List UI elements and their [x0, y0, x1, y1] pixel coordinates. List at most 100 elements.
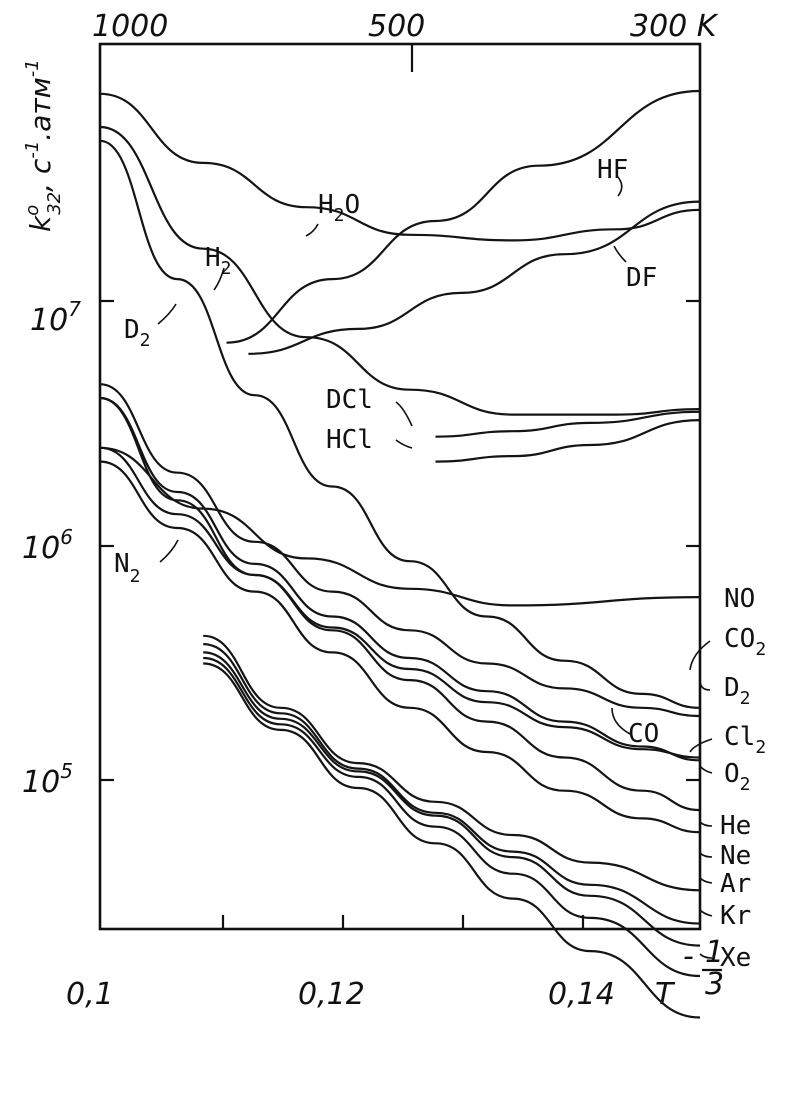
y-tick-6-base: 10	[22, 531, 60, 566]
label-h2-sub: 2	[221, 258, 232, 279]
label-hcl-text: HCl	[326, 425, 373, 455]
leader-d2	[157, 303, 177, 325]
label-dcl: DCl	[326, 385, 373, 415]
right-label-o2: O2	[724, 759, 751, 795]
xlabel-num: 1	[705, 935, 724, 970]
label-h2: H2	[205, 243, 232, 279]
ylabel-rest-sup: -1	[22, 141, 43, 159]
right-label-o2-sub: 2	[740, 774, 751, 795]
label-leaders	[157, 175, 713, 959]
right-label-d2: D2	[724, 673, 751, 709]
right-label-cl2: Cl2	[724, 722, 766, 758]
label-hf: HF	[597, 155, 628, 185]
leader-df	[613, 245, 627, 263]
x-axis: 0,1 0,12 0,14 T - 1 3	[66, 915, 724, 1012]
right-label-no-text: NO	[724, 584, 755, 614]
leader-co	[611, 707, 631, 735]
y-tick-5-base: 10	[22, 765, 60, 800]
leader-kr	[699, 909, 713, 917]
right-label-xe: Xe	[720, 943, 751, 973]
x-tick-label-0.14: 0,14	[548, 977, 615, 1012]
ylabel-base: k	[24, 214, 57, 232]
right-label-cl2-text: Cl	[724, 722, 755, 752]
y-tick-7-exp: 7	[68, 297, 81, 321]
y-axis: 107 106 105	[22, 297, 700, 800]
label-d2: D2	[124, 315, 151, 351]
xlabel-den: 3	[705, 967, 724, 1002]
y-tick-6-exp: 6	[60, 525, 73, 549]
top-tick-label-1000: 1000	[92, 9, 168, 44]
label-n2-sub: 2	[130, 566, 141, 587]
label-dcl-text: DCl	[326, 385, 373, 415]
label-n2: N2	[114, 549, 141, 587]
leader-hf	[616, 175, 623, 197]
top-tick-label-500: 500	[368, 9, 425, 44]
right-label-co2-text: CO	[724, 624, 755, 654]
label-co-text: CO	[628, 719, 659, 749]
x-tick-label-0.1: 0,1	[66, 977, 114, 1012]
right-label-o2-text: O	[724, 759, 740, 789]
label-hcl: HCl	[326, 425, 373, 455]
y-axis-label: ko32, c-1.атм-1	[22, 59, 65, 232]
curve-hcl	[435, 419, 701, 463]
inline-labels: HF H2O H2 DF D2 DCl HCl N2 CO	[114, 155, 659, 749]
label-h2o: H2O	[318, 190, 360, 226]
curve-cl2	[99, 446, 701, 812]
curve-ar	[203, 651, 701, 947]
curve-h2	[99, 125, 701, 416]
curve-d2	[99, 139, 701, 709]
y-tick-label-7: 107	[30, 297, 81, 338]
label-h2o-text: H	[318, 190, 334, 220]
ylabel-sub: 32	[44, 192, 65, 215]
label-h2-text: H	[205, 243, 221, 273]
curve-o2	[99, 460, 701, 834]
curve-df	[248, 200, 701, 355]
y-tick-label-5: 105	[22, 759, 73, 800]
right-label-cl2-sub: 2	[755, 737, 766, 758]
series-curves	[99, 89, 701, 1019]
label-hf-text: HF	[597, 155, 628, 185]
label-co: CO	[628, 719, 659, 749]
curve-hf	[226, 89, 701, 344]
plot-frame	[98, 42, 702, 931]
right-label-ne: Ne	[720, 841, 751, 871]
leader-o2	[699, 765, 713, 774]
ylabel-tail-sup: -1	[22, 59, 43, 77]
y-tick-5-exp: 5	[60, 759, 73, 783]
right-labels: NO CO2 D2 Cl2 O2 He Ne Ar Kr Xe	[720, 584, 766, 973]
curve-n2	[99, 396, 701, 762]
leader-ar	[699, 877, 713, 884]
curve-co2	[99, 383, 701, 718]
leader-n2	[159, 539, 179, 563]
ylabel-rest: , c	[24, 158, 57, 192]
right-label-ar: Ar	[720, 869, 751, 899]
x-tick-label-0.12: 0,12	[298, 977, 365, 1012]
y-tick-label-6: 106	[22, 525, 73, 566]
leader-h2o	[305, 223, 319, 237]
label-h2o-tail: O	[345, 190, 361, 220]
leader-ne	[699, 852, 713, 858]
top-tick-label-300k: 300 K	[630, 9, 719, 44]
curve-he	[203, 634, 701, 892]
right-label-no: NO	[724, 584, 755, 614]
leader-d2-right	[699, 679, 711, 691]
right-label-he: He	[720, 811, 751, 841]
curve-kr	[203, 656, 701, 978]
leader-cl2	[689, 738, 713, 753]
y-tick-7-base: 10	[30, 303, 68, 338]
label-n2-text: N	[114, 549, 130, 579]
xlabel-minus: -	[683, 939, 694, 974]
leader-h2	[213, 267, 225, 291]
curve-dcl	[435, 410, 701, 438]
top-axis: 1000 500 300 K	[92, 9, 719, 72]
svg-text:ko32, c-1.атм-1: ko32, c-1.атм-1	[22, 59, 65, 232]
right-label-d2-text: D	[724, 673, 740, 703]
label-df-text: DF	[626, 263, 657, 293]
x-axis-label: T - 1 3	[655, 935, 724, 1012]
curve-no	[99, 446, 701, 607]
leader-dcl	[395, 401, 413, 427]
ylabel-sup: o	[22, 205, 43, 216]
right-label-d2-sub: 2	[740, 688, 751, 709]
leader-he	[699, 821, 713, 827]
